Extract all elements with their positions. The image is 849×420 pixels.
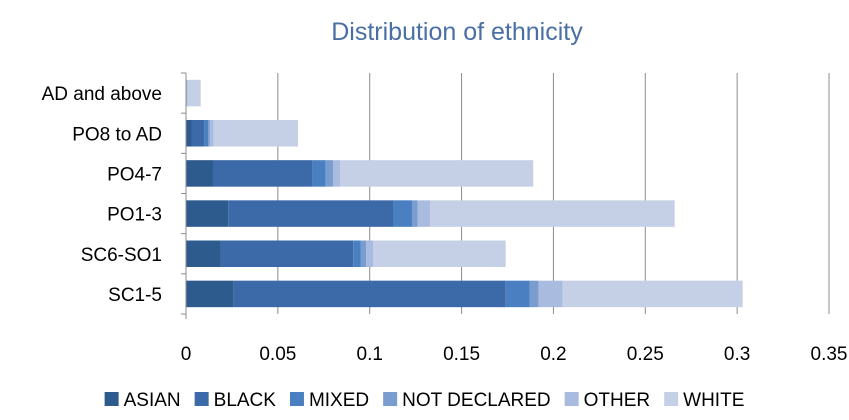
legend-label: OTHER (584, 390, 651, 411)
legend-swatch (194, 392, 209, 406)
legend-item: OTHER (564, 390, 651, 411)
legend-item: BLACK (194, 390, 277, 411)
category-labels: AD and above PO8 to AD PO4-7 PO1-3 SC6-SO1 SC… (42, 84, 162, 306)
axes (181, 72, 187, 319)
bar-segment (411, 200, 418, 227)
legend-item: MIXED (289, 390, 369, 411)
bar-segment (186, 280, 234, 308)
bar-segment (505, 280, 530, 308)
bar-segment (360, 240, 367, 268)
bar-segment (373, 240, 506, 268)
bar-segment (529, 280, 539, 308)
category-label: AD and above (42, 84, 162, 105)
bars (186, 79, 743, 308)
bar-segment (417, 200, 431, 227)
x-tick-label: 0 (181, 344, 192, 365)
bar-segment (186, 200, 229, 227)
bar-segment (209, 119, 214, 147)
bar-segment (186, 240, 221, 268)
chart-title: Distribution of ethnicity (331, 18, 583, 46)
category-label: SC6-SO1 (81, 245, 162, 266)
bar-segment (220, 240, 354, 268)
bar-segment (332, 160, 341, 187)
legend-label: WHITE (683, 390, 744, 411)
x-tick-label: 0.1 (357, 344, 383, 365)
x-tick-label: 0.2 (540, 344, 566, 365)
legend-swatch (564, 392, 579, 406)
bar-segment (325, 160, 333, 187)
x-tick-labels: 0 0.05 0.1 0.15 0.2 0.25 0.3 0.35 (181, 344, 848, 365)
category-label: PO8 to AD (72, 124, 162, 145)
legend-label: ASIAN (124, 390, 181, 411)
bar-segment (233, 280, 506, 308)
bar-segment (430, 200, 675, 227)
bar-segment (340, 160, 534, 187)
bar-segment (187, 79, 201, 107)
x-tick-label: 0.3 (724, 344, 750, 365)
bar-segment (186, 160, 214, 187)
bar-segment (312, 160, 326, 187)
category-label: PO1-3 (107, 205, 162, 226)
bar-segment (186, 119, 192, 147)
x-tick-label: 0.15 (443, 344, 480, 365)
category-label: PO4-7 (107, 164, 162, 185)
bar-segment (538, 280, 563, 308)
x-tick-label: 0.35 (811, 344, 848, 365)
gridlines (277, 73, 830, 314)
bar-segment (204, 119, 209, 147)
bar-segment (186, 79, 188, 107)
bar-segment (213, 119, 299, 147)
bar-segment (366, 240, 374, 268)
legend-item: WHITE (664, 390, 744, 411)
legend-swatch (104, 392, 119, 406)
legend-label: BLACK (214, 390, 277, 411)
x-tick-label: 0.05 (259, 344, 296, 365)
legend-label: MIXED (309, 390, 369, 411)
bar-segment (208, 119, 210, 147)
legend-swatch (664, 392, 679, 406)
legend-item: NOT DECLARED (383, 390, 551, 411)
bar-segment (393, 200, 412, 227)
bar-segment (562, 280, 743, 308)
legend-swatch (383, 392, 398, 406)
legend: ASIAN BLACK MIXED NOT DECLARED OTHER WHITE (104, 390, 744, 411)
legend-label: NOT DECLARED (402, 390, 551, 411)
legend-swatch (289, 392, 304, 406)
bar-segment (213, 160, 313, 187)
x-tick-label: 0.25 (627, 344, 664, 365)
bar-segment (191, 119, 205, 147)
bar-segment (353, 240, 361, 268)
legend-item: ASIAN (104, 390, 181, 411)
category-label: SC1-5 (108, 285, 162, 306)
bar-segment (228, 200, 394, 227)
